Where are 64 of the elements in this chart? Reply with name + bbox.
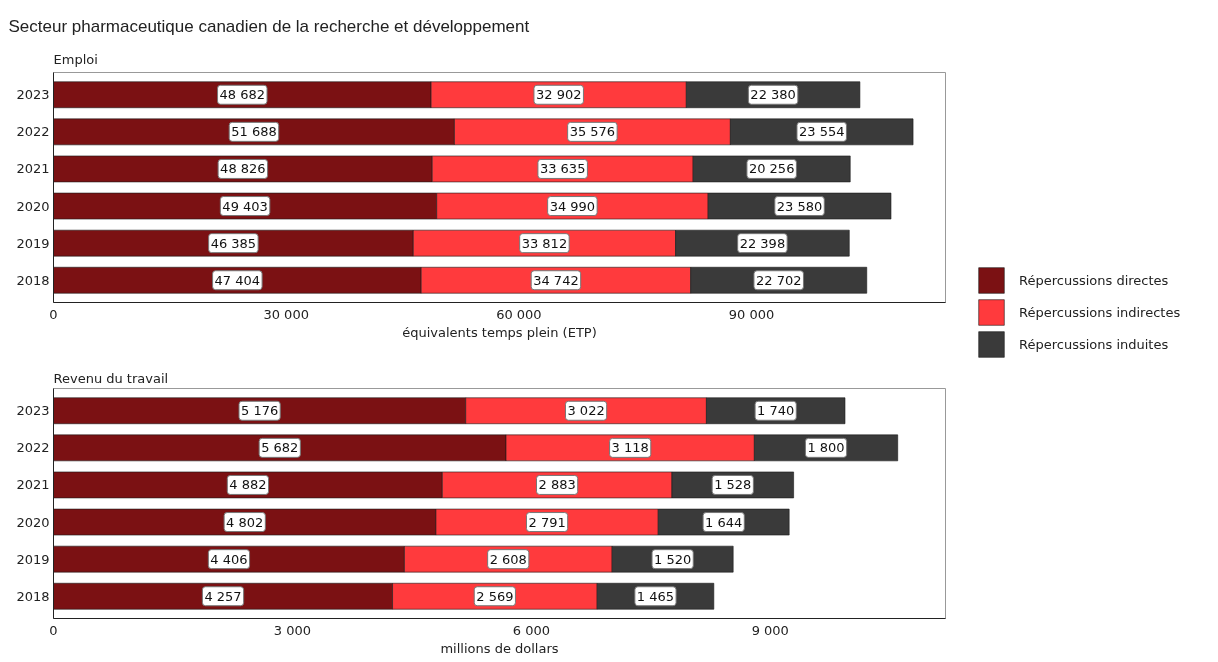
y-tick-label: 2020 bbox=[16, 198, 50, 214]
chart-title: Revenu du travail bbox=[53, 371, 169, 386]
x-tick-label: 30 000 bbox=[263, 306, 309, 322]
legend-label: Répercussions indirectes bbox=[1019, 304, 1181, 320]
y-tick-label: 2019 bbox=[16, 551, 50, 567]
data-label: 46 385 bbox=[210, 235, 257, 251]
data-label: 1 644 bbox=[705, 514, 743, 530]
legend-label: Répercussions induites bbox=[1019, 336, 1169, 352]
y-tick-label: 2018 bbox=[16, 272, 50, 288]
data-label: 1 740 bbox=[757, 403, 795, 419]
data-label: 49 403 bbox=[222, 198, 268, 214]
y-tick-label: 2020 bbox=[16, 514, 50, 530]
data-label: 51 688 bbox=[231, 124, 277, 140]
data-label: 1 465 bbox=[636, 588, 675, 604]
y-tick-label: 2021 bbox=[16, 161, 50, 177]
data-label: 48 826 bbox=[220, 161, 266, 177]
data-label: 23 554 bbox=[798, 124, 845, 140]
data-label: 3 118 bbox=[611, 440, 649, 456]
data-label: 33 635 bbox=[539, 161, 586, 177]
data-label: 5 176 bbox=[241, 403, 279, 419]
data-label: 34 742 bbox=[533, 272, 579, 288]
x-tick-label: 3 000 bbox=[273, 622, 312, 638]
x-tick-label: 0 bbox=[49, 622, 58, 638]
y-tick-label: 2018 bbox=[16, 588, 50, 604]
x-tick-label: 9 000 bbox=[751, 622, 789, 638]
x-tick-label: 0 bbox=[49, 306, 58, 322]
data-label: 33 812 bbox=[521, 235, 568, 251]
chart-title: Secteur pharmaceutique canadien de la recherche et développement bbox=[8, 16, 530, 36]
data-label: 1 800 bbox=[807, 440, 845, 456]
legend-label: Répercussions directes bbox=[1019, 272, 1169, 288]
data-label: 20 256 bbox=[748, 161, 795, 177]
y-tick-label: 2023 bbox=[16, 87, 50, 103]
data-label: 1 520 bbox=[654, 551, 692, 567]
data-label: 4 257 bbox=[204, 588, 242, 604]
data-label: 2 883 bbox=[538, 477, 576, 493]
x-tick-label: 6 000 bbox=[512, 622, 550, 638]
data-label: 4 406 bbox=[210, 551, 248, 567]
data-label: 22 380 bbox=[750, 87, 796, 103]
data-label: 32 902 bbox=[535, 87, 582, 103]
data-label: 2 791 bbox=[528, 514, 566, 530]
y-tick-label: 2022 bbox=[16, 440, 50, 456]
data-label: 48 682 bbox=[219, 87, 266, 103]
y-tick-label: 2021 bbox=[16, 477, 50, 493]
y-tick-label: 2023 bbox=[16, 403, 50, 419]
data-label: 22 398 bbox=[739, 235, 786, 251]
y-tick-label: 2022 bbox=[16, 124, 50, 140]
x-axis-title: millions de dollars bbox=[440, 640, 559, 656]
data-label: 5 682 bbox=[261, 440, 299, 456]
data-label: 4 802 bbox=[226, 514, 264, 530]
data-label: 34 990 bbox=[549, 198, 596, 214]
data-label: 23 580 bbox=[776, 198, 823, 214]
data-label: 47 404 bbox=[214, 272, 261, 288]
x-tick-label: 90 000 bbox=[728, 306, 775, 322]
x-axis-title: équivalents temps plein (ETP) bbox=[402, 324, 597, 340]
data-label: 3 022 bbox=[567, 403, 605, 419]
data-label: 2 608 bbox=[489, 551, 527, 567]
x-tick-label: 60 000 bbox=[496, 306, 542, 322]
data-label: 2 569 bbox=[476, 588, 514, 604]
data-label: 22 702 bbox=[755, 272, 802, 288]
data-label: 1 528 bbox=[714, 477, 752, 493]
data-label: 35 576 bbox=[569, 124, 616, 140]
chart-subtitle: Emploi bbox=[53, 52, 98, 67]
y-tick-label: 2019 bbox=[16, 235, 50, 251]
data-label: 4 882 bbox=[229, 477, 267, 493]
